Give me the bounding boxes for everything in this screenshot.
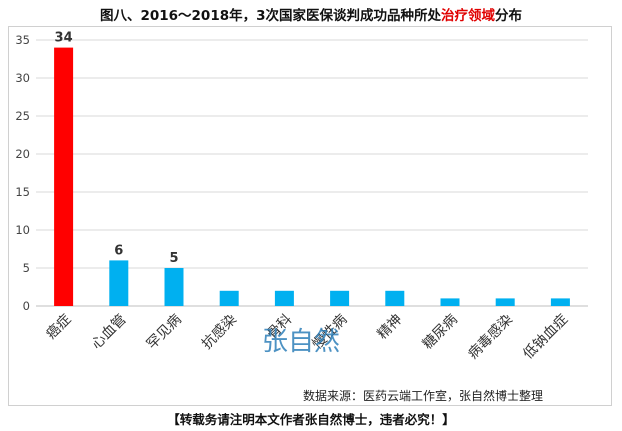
y-tick-label: 25	[15, 109, 30, 123]
y-axis-ticks: 0 5 10 15 20 25 30 35	[15, 33, 30, 313]
data-source-note: 数据来源：医药云端工作室，张自然博士整理	[303, 389, 544, 403]
x-tick-label: 罕见病	[144, 312, 185, 353]
x-tick-label: 低钠血症	[520, 312, 571, 363]
bar	[550, 298, 570, 306]
gridlines	[36, 39, 588, 307]
bars	[54, 47, 570, 306]
bar	[54, 47, 74, 306]
data-label: 5	[169, 251, 178, 266]
bar	[164, 268, 184, 306]
data-label: 6	[114, 243, 123, 258]
y-tick-label: 5	[23, 261, 30, 275]
chart-title-prefix: 图八、2016～2018年，3次国家医保谈判成功品种所处	[99, 8, 442, 24]
bar	[495, 298, 515, 306]
bar	[440, 298, 460, 306]
y-tick-label: 0	[23, 299, 30, 313]
bar	[274, 290, 294, 306]
chart-frame	[8, 26, 612, 406]
bar	[330, 290, 350, 306]
x-tick-label: 心血管	[89, 312, 130, 353]
copyright-notice: 【转载务请注明本文作者张自然博士，违者必究！】	[167, 412, 455, 427]
x-tick-label: 抗感染	[198, 311, 240, 353]
chart-title: 图八、2016～2018年，3次国家医保谈判成功品种所处治疗领域分布	[0, 4, 622, 24]
y-tick-label: 20	[15, 147, 30, 161]
x-tick-label: 精神	[375, 312, 406, 343]
y-tick-label: 10	[15, 223, 30, 237]
bar	[385, 290, 405, 306]
chart-title-highlight: 治疗领域	[441, 8, 496, 24]
bar	[219, 290, 239, 306]
bar	[109, 260, 129, 306]
y-tick-label: 15	[15, 185, 30, 199]
data-labels: 34 6 5	[55, 31, 179, 266]
y-tick-label: 35	[15, 33, 30, 47]
y-tick-label: 30	[15, 71, 30, 85]
x-tick-label: 糖尿病	[420, 312, 461, 353]
data-label: 34	[55, 31, 73, 46]
x-tick-label: 癌症	[43, 312, 74, 343]
x-tick-label: 病毒感染	[464, 311, 516, 363]
chart-title-suffix: 分布	[495, 8, 523, 24]
watermark-text: 张自然	[262, 327, 340, 357]
